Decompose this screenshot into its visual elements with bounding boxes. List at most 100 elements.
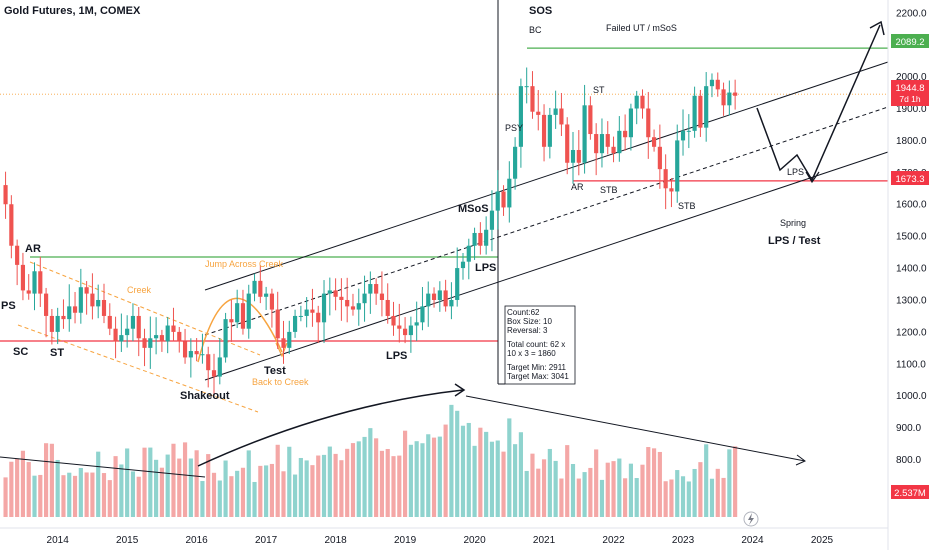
candle-body <box>9 204 14 246</box>
volume-bar <box>576 478 581 517</box>
volume-bar <box>292 474 298 517</box>
label-msos: MSoS <box>458 203 489 215</box>
pnf-count: Count:62 <box>507 308 540 317</box>
volume-layer <box>3 404 738 517</box>
candle-body <box>431 293 437 300</box>
volume-bar <box>275 444 280 517</box>
candle-body <box>165 325 170 342</box>
candle-body <box>229 319 234 323</box>
volume-bar <box>472 445 477 517</box>
x-tick-label: 2021 <box>533 535 556 546</box>
volume-bar <box>553 460 558 517</box>
volume-bar <box>136 476 141 517</box>
candle-body <box>345 299 350 307</box>
label-test: Test <box>264 365 286 377</box>
volume-bar <box>565 445 570 517</box>
volume-bar <box>90 472 95 517</box>
volume-bar <box>588 467 593 517</box>
candle-body <box>78 287 83 313</box>
volume-bar <box>229 476 234 517</box>
volume-bar <box>582 472 587 517</box>
volume-bar <box>594 449 599 517</box>
candle-body <box>368 284 373 294</box>
volume-bar <box>78 467 83 517</box>
volume-bar <box>217 480 222 517</box>
candle-body <box>356 303 361 310</box>
volume-bar <box>368 428 373 517</box>
jump-arc <box>197 297 283 363</box>
volume-bar <box>148 447 153 517</box>
volume-bar <box>524 470 529 517</box>
candle-body <box>408 325 413 336</box>
candle-body <box>599 134 605 154</box>
candle-body <box>32 271 37 294</box>
volume-bar <box>698 462 703 517</box>
candle-body <box>206 354 211 371</box>
label-failed-ut: Failed UT / mSoS <box>606 23 677 33</box>
volume-bar <box>49 443 54 517</box>
label-ps: PS <box>1 300 16 312</box>
candle-body <box>321 293 327 323</box>
candle-body <box>96 299 101 307</box>
candle-body <box>391 315 396 326</box>
volume-bar <box>686 481 691 517</box>
candle-body <box>275 309 280 339</box>
volume-bar <box>32 475 37 517</box>
volume-bar <box>570 464 576 517</box>
volume-bar <box>680 476 686 517</box>
candle-body <box>507 178 512 208</box>
badge-last-price-label: 1944.8 <box>895 83 924 94</box>
candle-body <box>171 325 176 332</box>
candle-body <box>449 299 454 307</box>
candle-body <box>339 296 344 300</box>
volume-bar <box>426 434 431 517</box>
candle-body <box>565 124 570 163</box>
candle-body <box>727 92 732 106</box>
badge-resistance-label: 2089.2 <box>895 37 924 48</box>
x-tick-label: 2015 <box>116 535 139 546</box>
candle-body <box>611 146 616 154</box>
badge-countdown: 7d 1h <box>899 94 921 104</box>
candle-body <box>420 306 425 323</box>
candle-body <box>501 191 506 208</box>
volume-bar <box>333 453 338 517</box>
candle-body <box>235 303 240 323</box>
y-tick-label: 1600.0 <box>896 200 927 211</box>
badge-resistance <box>891 34 929 48</box>
candle-body <box>119 335 124 342</box>
label-lps-1: LPS <box>386 350 407 362</box>
volume-bar <box>431 437 437 517</box>
volume-bar <box>536 468 541 517</box>
candle-body <box>113 328 118 342</box>
y-tick-label: 1300.0 <box>896 295 927 306</box>
volume-trend-2 <box>465 395 806 462</box>
candle-body <box>217 357 222 377</box>
candle-body <box>518 86 523 147</box>
candle-body <box>686 130 691 132</box>
volume-bar <box>345 448 350 517</box>
volume-bar <box>651 448 657 517</box>
candle-body <box>287 331 292 348</box>
candle-body <box>547 114 552 147</box>
candle-body <box>536 111 541 115</box>
price-badges: 2089.2 1944.8 7d 1h 1673.3 2.537M <box>891 34 929 499</box>
candle-body <box>200 354 205 356</box>
y-tick-label: 900.0 <box>896 423 921 434</box>
volume-bar <box>327 446 332 517</box>
volume-bar <box>26 462 31 517</box>
candle-body <box>252 280 257 294</box>
candle-body <box>379 293 385 300</box>
badge-support-label: 1673.3 <box>895 174 924 185</box>
candle-body <box>72 306 78 313</box>
volume-bar <box>20 450 26 517</box>
volume-bar <box>397 455 402 517</box>
label-st: ST <box>50 347 64 359</box>
volume-trend-1 <box>0 456 206 478</box>
lightning-icon[interactable] <box>743 511 759 527</box>
candle-body <box>466 245 471 262</box>
label-psy: PSY <box>505 123 523 133</box>
volume-bar <box>455 410 460 517</box>
candle-body <box>154 335 159 339</box>
volume-bar <box>634 478 639 517</box>
